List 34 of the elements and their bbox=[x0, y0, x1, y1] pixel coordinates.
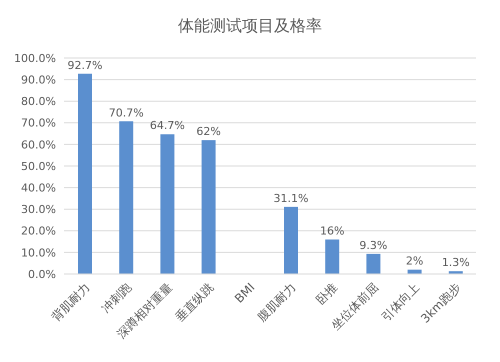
x-tick-label: 垂直纵跳 bbox=[172, 280, 216, 324]
y-tick-label: 80.0% bbox=[21, 95, 56, 108]
bar bbox=[119, 121, 134, 274]
data-label: 62% bbox=[196, 125, 221, 138]
chart-title: 体能测试项目及格率 bbox=[177, 15, 323, 37]
data-label: 92.7% bbox=[68, 58, 102, 72]
x-tick-label: 背肌耐力 bbox=[48, 280, 93, 324]
y-tick-label: 60.0% bbox=[21, 138, 56, 152]
y-tick-label: 20.0% bbox=[21, 224, 56, 238]
y-tick-label: 90.0% bbox=[21, 74, 56, 87]
y-tick-label: 40.0% bbox=[21, 182, 56, 195]
y-tick-label: 30.0% bbox=[21, 203, 56, 216]
data-label: 16% bbox=[320, 224, 344, 238]
y-tick-label: 50.0% bbox=[21, 160, 56, 173]
bar bbox=[202, 140, 216, 274]
y-tick-label: 10.0% bbox=[21, 246, 56, 260]
data-label: 1.3% bbox=[442, 256, 470, 270]
bar bbox=[366, 254, 380, 274]
bar bbox=[408, 270, 422, 274]
bar bbox=[160, 134, 174, 274]
x-tick-label: 卧推 bbox=[313, 280, 340, 308]
bar bbox=[284, 206, 298, 274]
x-tick-label: 腹肌耐力 bbox=[254, 280, 299, 324]
y-tick-label: 0.0% bbox=[28, 268, 56, 281]
data-label: 9.3% bbox=[359, 238, 388, 252]
x-tick-label: 冲刺跑 bbox=[98, 280, 134, 316]
y-tick-label: 70.0% bbox=[21, 116, 56, 130]
data-label: 70.7% bbox=[108, 106, 144, 120]
data-label: 31.1% bbox=[274, 192, 308, 205]
data-label: 2% bbox=[406, 254, 424, 268]
data-label: 64.7% bbox=[150, 119, 185, 132]
y-tick-label: 100.0% bbox=[14, 52, 56, 65]
bar bbox=[325, 239, 340, 274]
bar bbox=[78, 74, 92, 274]
